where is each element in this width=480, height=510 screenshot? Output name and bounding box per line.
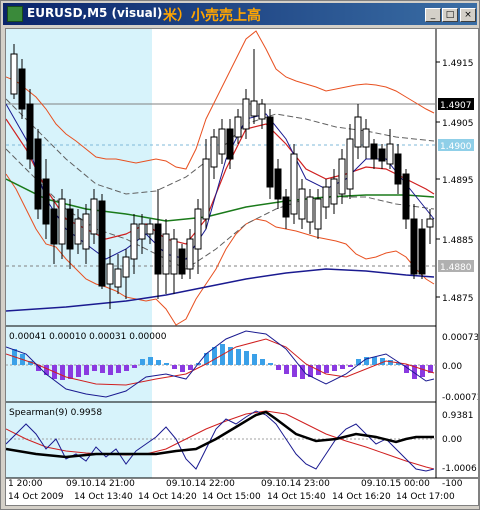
bollinger-upper — [5, 30, 435, 170]
osc2-header: Spearman(9) 0.9958 — [9, 408, 102, 418]
osc1-signal-blue — [5, 330, 435, 398]
osc1-tick-label: -0.00073 — [442, 393, 478, 403]
osc2-tick-label: 0.00 — [442, 435, 462, 445]
price-axis: 1.4915 1.4905 1.4895 1.4885 1.4875 1.490… — [436, 59, 474, 304]
bollinger-lower — [5, 173, 435, 326]
window-title: EURUSD,M5 (visual) — [27, 6, 163, 20]
date-label: 1 20:00 — [8, 479, 43, 489]
price-tick-label: 1.4875 — [442, 294, 474, 304]
candles — [10, 44, 434, 309]
low-price-box — [438, 260, 474, 272]
price-tick-label: 1.4915 — [442, 59, 474, 69]
date-axis: 1 20:00 09.10.14 21:00 09.10.14 22:00 09… — [8, 479, 430, 489]
spearman-black — [5, 410, 434, 459]
osc1-header: 0.00041 0.00010 0.00031 0.00000 — [9, 332, 167, 342]
bid-price-label: 1.4907 — [440, 101, 472, 111]
osc1-tick-label: 0.00 — [442, 362, 462, 372]
spearman-red — [5, 410, 435, 470]
line-price-box — [438, 139, 474, 151]
osc2-tick-label: -1.0006 — [442, 464, 477, 474]
date-label: 09.10.15 00:00 — [361, 479, 430, 489]
osc1-axis: 0.00073 0.00 -0.00073 — [442, 333, 480, 403]
osc2-tick-label: 0.9381 — [442, 411, 474, 421]
title-bar[interactable]: EURUSD,M5 (visual) 米）小売売上高 _ □ × — [3, 3, 477, 25]
date-label: 09.10.14 22:00 — [166, 479, 235, 489]
envelope-lower — [5, 148, 435, 270]
date-label: 09.10.14 23:00 — [261, 479, 330, 489]
price-tick-label: 1.4905 — [442, 119, 474, 129]
time-label: 14 Oct 14:20 — [138, 492, 197, 502]
osc1-tick-label: 0.00073 — [442, 333, 478, 343]
time-label: 14 Oct 15:00 — [202, 492, 261, 502]
date-label: 09.10.14 21:00 — [66, 479, 135, 489]
close-button[interactable]: × — [460, 8, 476, 22]
time-label: 14 Oct 2009 — [8, 492, 64, 502]
news-event-title: 米）小売売上高 — [163, 8, 261, 24]
osc2-axis: 0.9381 0.00 -1.0006 -100 — [442, 411, 477, 489]
time-label: 14 Oct 17:00 — [396, 492, 455, 502]
price-tick-label: 1.4885 — [442, 236, 474, 246]
line-price-label: 1.4900 — [440, 142, 472, 152]
time-label: 14 Oct 13:40 — [74, 492, 133, 502]
ma-green — [5, 178, 435, 222]
time-axis: 14 Oct 2009 14 Oct 13:40 14 Oct 14:20 14… — [8, 492, 455, 502]
chart-canvas[interactable]: 1.4915 1.4905 1.4895 1.4885 1.4875 1.490… — [5, 29, 480, 505]
chart-area[interactable]: 1.4915 1.4905 1.4895 1.4885 1.4875 1.490… — [5, 28, 480, 506]
minimize-button[interactable]: _ — [425, 8, 441, 22]
maximize-button[interactable]: □ — [442, 8, 458, 22]
low-price-label: 1.4880 — [440, 263, 472, 273]
time-label: 14 Oct 15:40 — [267, 492, 326, 502]
osc2-tick-label: -100 — [442, 479, 463, 489]
ma-blue-slow — [5, 268, 435, 312]
chart-app-icon — [7, 6, 23, 22]
osc1-signal-red — [5, 338, 435, 386]
time-label: 14 Oct 16:20 — [332, 492, 391, 502]
price-tick-label: 1.4895 — [442, 176, 474, 186]
bid-price-box — [438, 98, 474, 110]
